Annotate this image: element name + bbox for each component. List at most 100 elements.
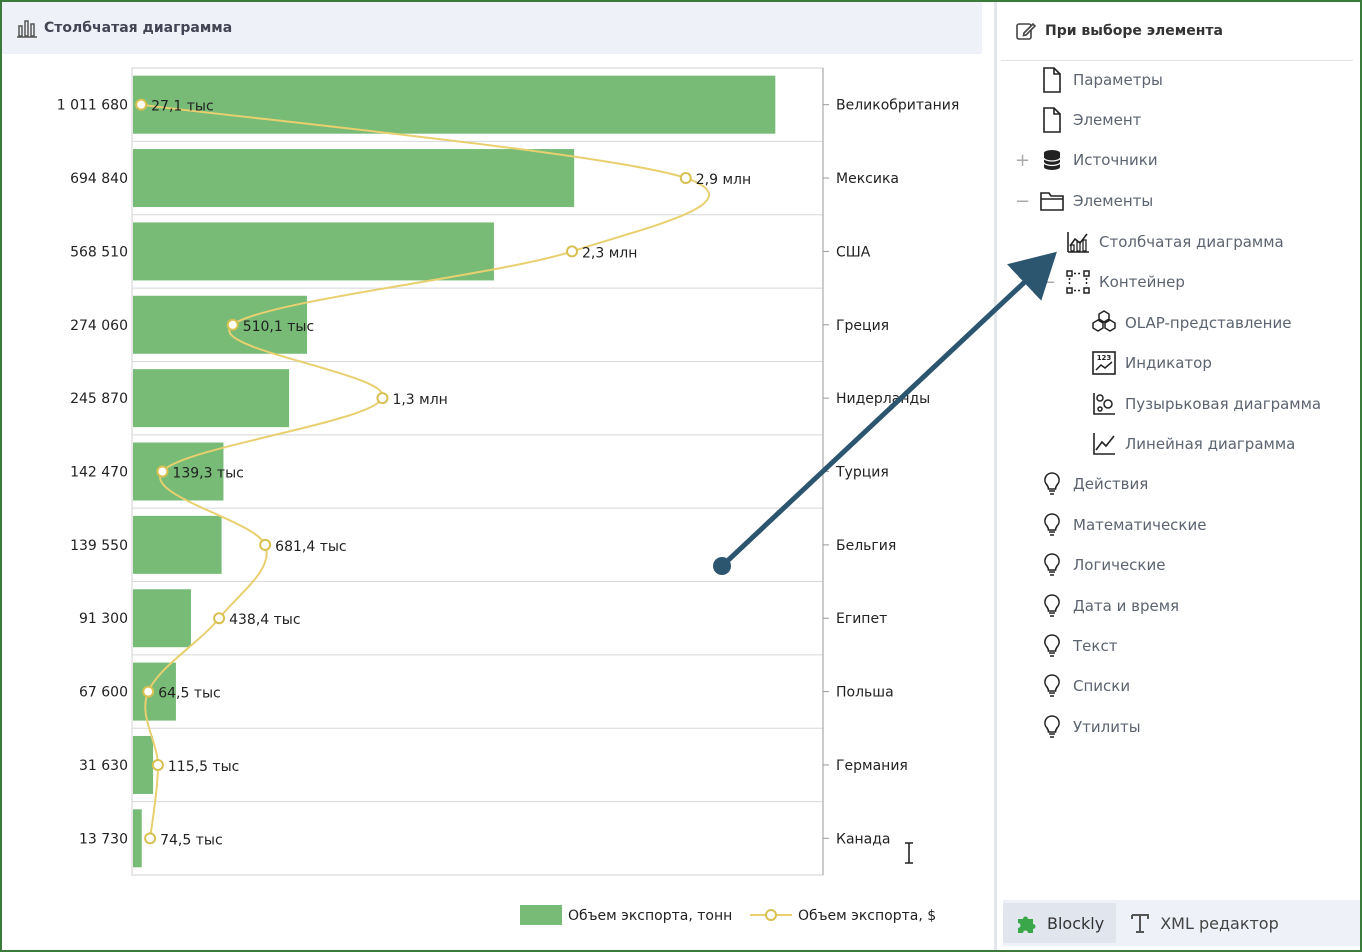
bar-value-label: 1 011 680 (57, 98, 128, 114)
lightbulb-icon (1039, 551, 1065, 579)
category-label: Нидерланды (836, 391, 930, 407)
tree-item[interactable]: Математические (1039, 509, 1206, 541)
tree-item-label: Столбчатая диаграмма (1099, 233, 1284, 251)
tree-item[interactable]: − Элементы (1015, 185, 1154, 217)
container-icon (1065, 268, 1091, 296)
line-chart-icon (1091, 430, 1117, 458)
puzzle-icon (1018, 916, 1036, 933)
tab-blockly[interactable]: Blockly (1003, 903, 1117, 943)
bar-value-label: 139 550 (70, 538, 128, 554)
category-label: Турция (835, 465, 889, 481)
tree-item[interactable]: Текст (1039, 630, 1117, 662)
chart-panel: 1 011 680 Великобритания 694 840 Мексика 568… (2, 2, 994, 950)
line-value-label: 115,5 тыс (168, 759, 239, 775)
category-label: Египет (836, 611, 887, 627)
tree-item-label: Элементы (1073, 192, 1154, 210)
bar[interactable] (133, 809, 142, 868)
chart-header: Столбчатая диаграмма (2, 2, 982, 54)
bar-chart-icon (17, 20, 37, 38)
tree-item-label: Индикатор (1125, 354, 1212, 372)
line-point[interactable] (151, 758, 164, 771)
category-label: Польша (836, 685, 894, 701)
tree-item[interactable]: Действия (1039, 468, 1148, 500)
tree-item-label: Списки (1073, 677, 1131, 695)
bar[interactable] (133, 735, 154, 794)
edit-icon (1016, 22, 1037, 40)
category-label: Греция (836, 318, 889, 334)
lightbulb-icon (1039, 713, 1065, 741)
tree-item[interactable]: Логические (1039, 549, 1165, 581)
bar[interactable] (133, 75, 776, 134)
tree-item[interactable]: Утилиты (1039, 711, 1141, 743)
bar[interactable] (133, 149, 575, 208)
tree-item-label: Контейнер (1099, 273, 1185, 291)
category-label: Канада (836, 831, 891, 847)
bar-value-label: 694 840 (70, 171, 128, 187)
line-point[interactable] (376, 392, 389, 405)
tree-item[interactable]: 123 Индикатор (1091, 347, 1212, 379)
expand-toggle[interactable]: + (1015, 149, 1031, 171)
tree-item[interactable]: Элемент (1039, 104, 1141, 136)
line-point[interactable] (226, 318, 239, 331)
tree-item[interactable]: Параметры (1039, 64, 1163, 96)
collapse-toggle[interactable]: − (1041, 271, 1057, 293)
bar[interactable] (133, 222, 494, 281)
bar[interactable] (133, 515, 222, 574)
indicator-icon: 123 (1091, 349, 1117, 377)
tree-item[interactable]: Списки (1039, 670, 1130, 702)
line-point[interactable] (142, 685, 155, 698)
bar-chart[interactable]: 1 011 680 Великобритания 694 840 Мексика 568… (2, 2, 994, 950)
bar-value-label: 31 630 (79, 758, 128, 774)
lightbulb-icon (1039, 632, 1065, 660)
line-point[interactable] (679, 172, 692, 185)
bar[interactable] (133, 369, 290, 428)
bar-chart-icon (1065, 228, 1091, 256)
bar-value-label: 568 510 (70, 244, 128, 260)
text-icon (1131, 914, 1150, 933)
line-value-label: 74,5 тыс (160, 832, 223, 848)
header-separator (1001, 60, 1353, 61)
tree-item[interactable]: Столбчатая диаграмма (1065, 226, 1284, 258)
lightbulb-icon (1039, 511, 1065, 539)
tree-item-label: Элемент (1073, 111, 1142, 129)
line-value-label: 27,1 тыс (151, 99, 214, 115)
line-value-label: 681,4 тыс (275, 539, 346, 555)
bar[interactable] (133, 589, 191, 648)
line-point[interactable] (144, 832, 157, 845)
line-value-label: 438,4 тыс (229, 612, 300, 628)
legend-swatch-bars (520, 905, 562, 925)
tree-item-label: Дата и время (1073, 597, 1180, 615)
line-point[interactable] (156, 465, 169, 478)
tree-item[interactable]: OLAP-представление (1091, 307, 1291, 339)
category-label: Мексика (836, 171, 899, 187)
line-point[interactable] (135, 98, 148, 111)
tree-item[interactable]: + Источники (1015, 144, 1158, 176)
tree-item-label: Утилиты (1073, 718, 1141, 736)
line-value-label: 2,9 млн (696, 172, 751, 188)
editor-tabs: Blockly XML редактор (1003, 900, 1360, 946)
bar[interactable] (133, 662, 176, 721)
tab-blockly-label: Blockly (1047, 913, 1105, 933)
line-value-label: 1,3 млн (392, 392, 447, 408)
tree-item[interactable]: − Контейнер (1041, 266, 1185, 298)
line-point[interactable] (259, 538, 272, 551)
tree-item-label: Текст (1073, 637, 1118, 655)
events-panel: При выборе элемента Параметры Элемент + Ист… (997, 2, 1360, 950)
tree-item-label: Источники (1073, 151, 1158, 169)
tab-xml-editor[interactable]: XML редактор (1116, 903, 1291, 943)
bar[interactable] (133, 295, 308, 354)
tree-item[interactable]: Дата и время (1039, 590, 1179, 622)
lightbulb-icon (1039, 592, 1065, 620)
tree-item-label: Пузырьковая диаграмма (1125, 395, 1322, 413)
tree-item[interactable]: Пузырьковая диаграмма (1091, 388, 1321, 420)
lightbulb-icon (1039, 470, 1065, 498)
collapse-toggle[interactable]: − (1015, 190, 1031, 212)
category-label: США (836, 244, 871, 260)
chart-title: Столбчатая диаграмма (44, 20, 233, 36)
line-point[interactable] (213, 612, 226, 625)
line-point[interactable] (566, 245, 579, 258)
lightbulb-icon (1039, 672, 1065, 700)
tree-item[interactable]: Линейная диаграмма (1091, 428, 1295, 460)
bar-value-label: 91 300 (79, 611, 128, 627)
bubble-chart-icon (1091, 390, 1117, 418)
